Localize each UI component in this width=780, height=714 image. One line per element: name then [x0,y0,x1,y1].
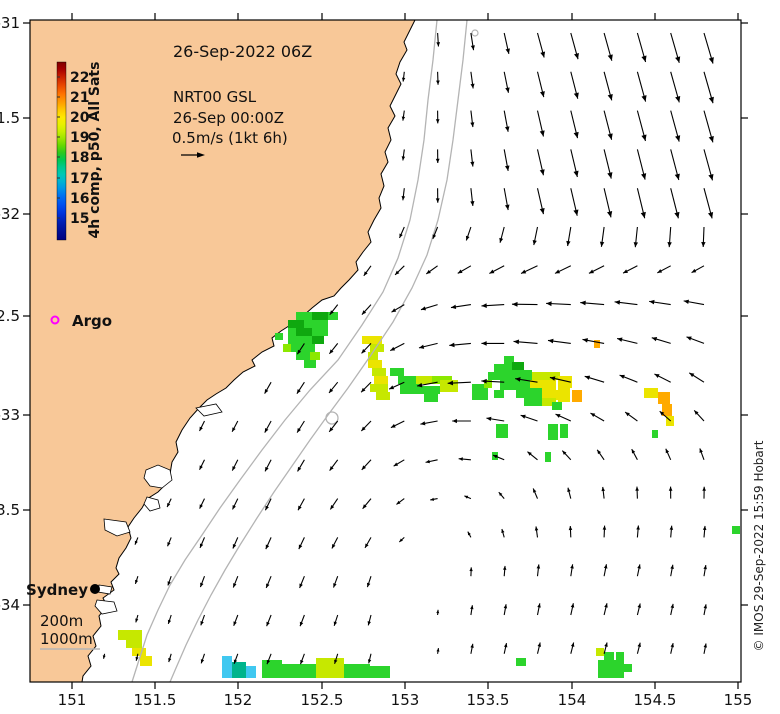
sst-cell [390,368,404,376]
y-tick-label: -33 [0,406,20,424]
sst-cell [312,336,324,344]
y-tick-label: -34 [0,596,20,614]
contour-200m-label: 200m [40,612,83,630]
sst-cell [132,648,146,656]
sst-cell [262,660,282,678]
x-tick-label: 155 [724,691,753,709]
sst-cell [516,658,526,666]
x-tick-label: 154.5 [634,691,677,709]
sst-cell [604,652,614,660]
y-axis-labels: -31 -31.5 -32 -32.5 -33 -33.5 -34 [0,14,20,614]
sst-cell [545,452,551,462]
copyright-text: © IMOS 29-Sep-2022 15:59 Hobart [752,440,766,651]
sst-cell [370,384,388,392]
x-tick-label: 151.5 [134,691,177,709]
sst-cell [288,328,296,336]
sst-cell [288,336,312,344]
y-tick-label: -31.5 [0,109,20,127]
sst-cell [312,312,328,320]
sst-cell [288,320,304,328]
sst-cell [368,666,390,678]
sst-cell [328,312,338,320]
sst-cell [312,328,328,336]
sst-cell [732,526,740,534]
sst-cell [296,312,312,320]
colorbar [57,62,66,240]
sst-cell [422,386,440,394]
sst-cell [596,648,604,656]
sst-cell [516,388,542,398]
sst-cell [644,388,658,398]
sst-cell [126,640,142,648]
sst-cell [652,430,658,438]
sst-cell [524,398,542,406]
sst-cell [494,390,504,398]
sst-cell [283,344,291,352]
sst-cell [598,660,618,678]
sst-cell [488,372,504,380]
sst-cell [310,352,320,360]
x-axis-labels: 151 151.5 152 152.5 153 153.5 154 154.5 155 [58,691,753,709]
y-tick-label: -32 [0,205,20,223]
sst-cell [296,328,312,336]
vector-scale-label: 0.5m/s (1kt 6h) [172,129,288,147]
sst-cell [304,320,328,328]
sst-cell [368,352,378,360]
sst-cell [658,392,670,404]
x-tick-label: 151 [58,691,87,709]
lake [98,585,112,594]
sst-cell [560,424,568,438]
sst-cell [496,424,508,438]
sst-cell [344,664,370,678]
sydney-dot-icon [90,584,100,594]
x-tick-label: 153 [391,691,420,709]
sst-cell [275,333,283,340]
sst-cell [572,390,582,402]
y-tick-label: -31 [0,14,20,32]
sst-cell [304,360,316,368]
sst-cell [558,388,570,402]
sst-cell [140,656,152,666]
sst-cell [416,376,432,384]
sst-cell [222,656,232,678]
model-name-label: NRT00 GSL [173,88,257,106]
sst-cell [398,376,416,384]
sst-cell [232,662,246,678]
sst-cell [374,376,388,384]
x-tick-label: 153.5 [467,691,510,709]
contour-1000m-label: 1000m [40,630,93,648]
plot-title: 26-Sep-2022 06Z [173,42,312,61]
sst-cell [552,402,562,410]
model-time-label: 26-Sep 00:00Z [173,109,284,127]
sst-cell [424,394,438,402]
sydney-label: Sydney [26,581,88,599]
sst-cell [376,392,390,400]
sst-cell [440,380,458,392]
x-tick-label: 152 [224,691,253,709]
y-tick-label: -32.5 [0,307,20,325]
sst-cell [246,666,256,678]
y-tick-label: -33.5 [0,501,20,519]
sst-cell [316,658,344,678]
sst-cell [616,652,624,678]
sst-cell [624,664,632,672]
x-tick-label: 154 [558,691,587,709]
x-tick-label: 152.5 [301,691,344,709]
sst-cell [118,630,142,640]
sst-cell [548,424,558,440]
sst-cell [282,664,316,678]
argo-label: Argo [72,312,112,330]
sst-cell [512,362,524,370]
sst-cell [368,360,382,368]
colorbar-label: 4h comp, p50, All Sats [87,62,103,239]
sst-cell [372,368,386,376]
